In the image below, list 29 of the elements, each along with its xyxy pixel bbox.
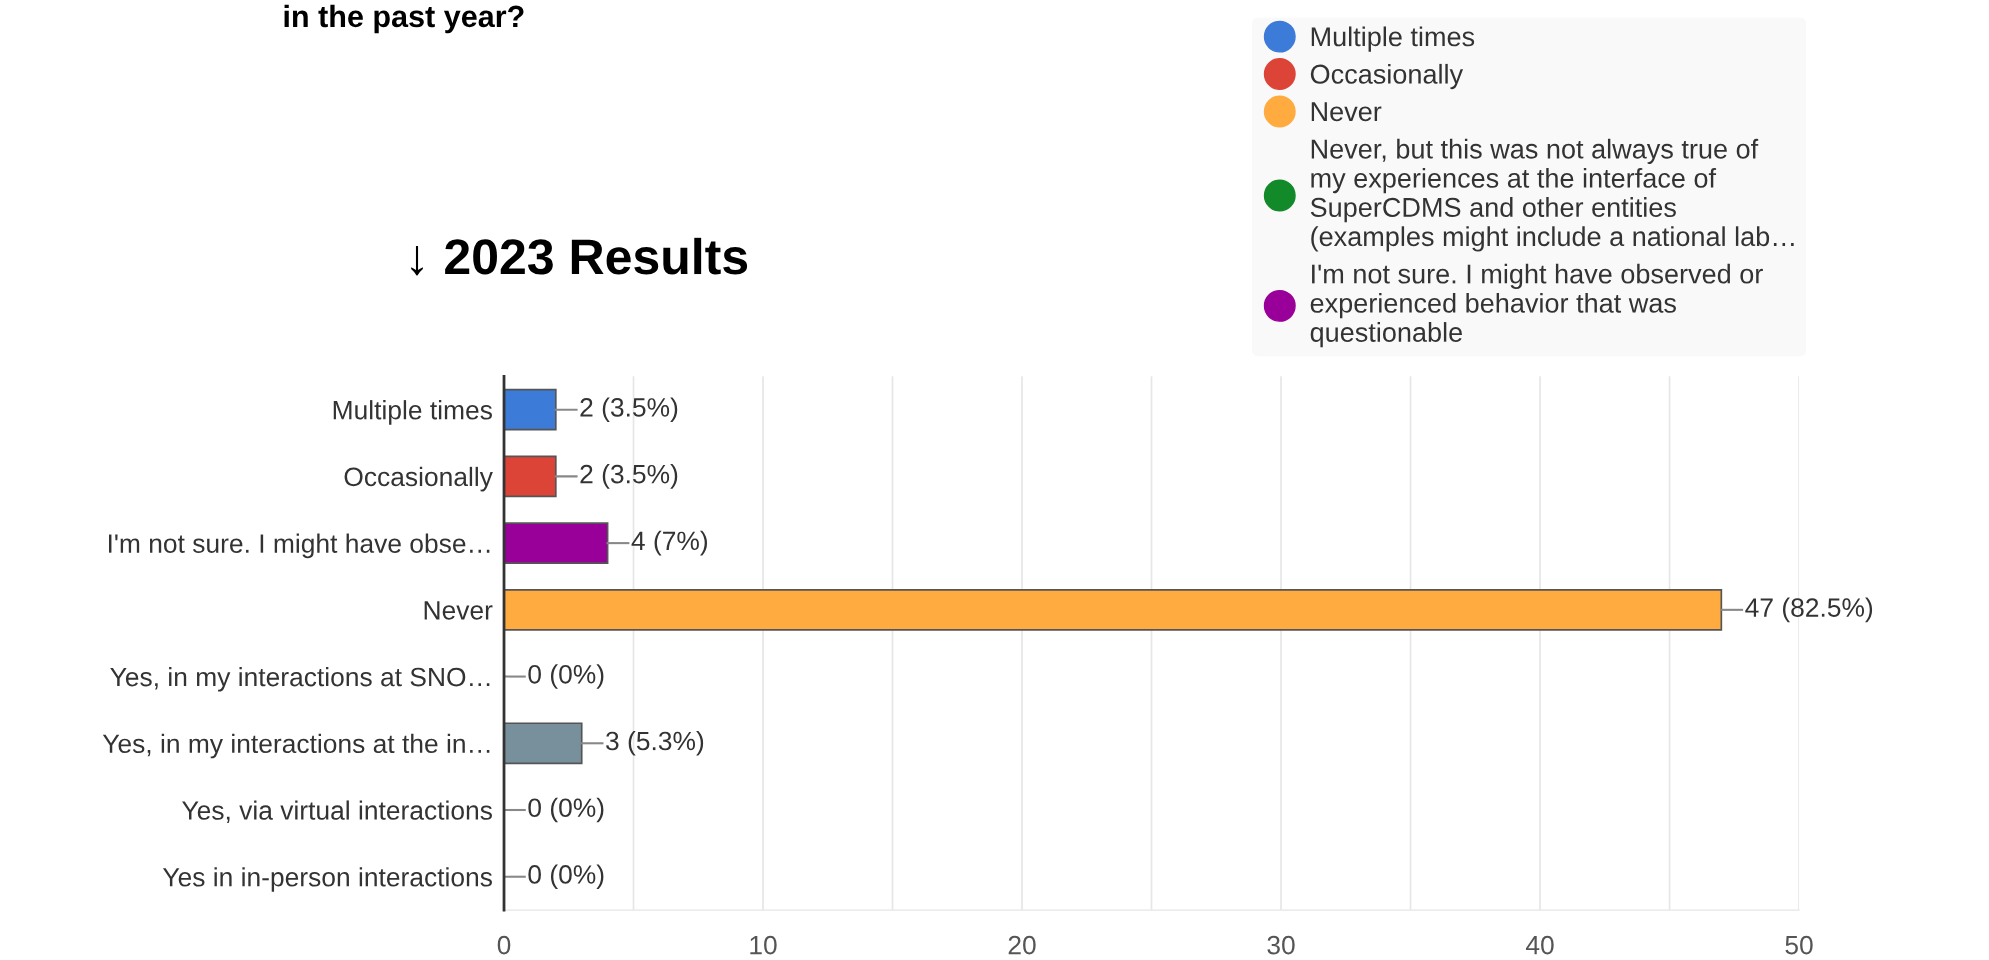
x-tick-label: 30 (1267, 935, 1295, 955)
text: 0 (0%) (528, 797, 604, 823)
chart-subtitle: ↓ 2023 Results (411, 237, 748, 276)
chart-title: in the past year? (284, 4, 524, 34)
x-tick-label: 10 (750, 935, 777, 955)
text: 2 (3.5%) (580, 464, 678, 489)
y-tick-label: Yes, in my interactions at SNO… (110, 667, 490, 692)
legend-label: Occasionally (1310, 63, 1464, 90)
y-tick-label: Never (424, 601, 493, 620)
legend-label: I'm not sure. I might have observed or experienced behavior that was questionable (1310, 263, 1763, 348)
legend-label: Never, but this was not always true of my experiences at the interface of SuperCDMS and other entities (examples might include a national lab… (1310, 138, 1794, 252)
legend-label: Never (1311, 102, 1382, 122)
text: 2 (3.5%) (580, 397, 678, 422)
text: 0 (0%) (528, 664, 604, 689)
legend-label: Multiple times (1311, 26, 1475, 52)
y-tick-label: Yes, via virtual interactions (182, 800, 492, 823)
y-tick-label: Yes, in my interactions at the in… (102, 733, 490, 759)
x-tick-label: 20 (1008, 935, 1036, 955)
x-tick-label: 40 (1525, 935, 1554, 955)
text: 4 (7%) (631, 530, 708, 556)
text: 3 (5.3%) (606, 730, 704, 756)
text: 47 (82.5%) (1745, 597, 1873, 623)
text: 0 (0%) (528, 864, 604, 890)
x-tick-label: 50 (1785, 935, 1813, 955)
y-tick-label: Multiple times (333, 400, 492, 425)
y-tick-label: Yes in in-person interactions (162, 867, 492, 892)
y-tick-label: Occasionally (344, 466, 493, 492)
x-tick-label: 0 (497, 935, 511, 955)
y-tick-label: I'm not sure. I might have obse… (108, 533, 490, 559)
